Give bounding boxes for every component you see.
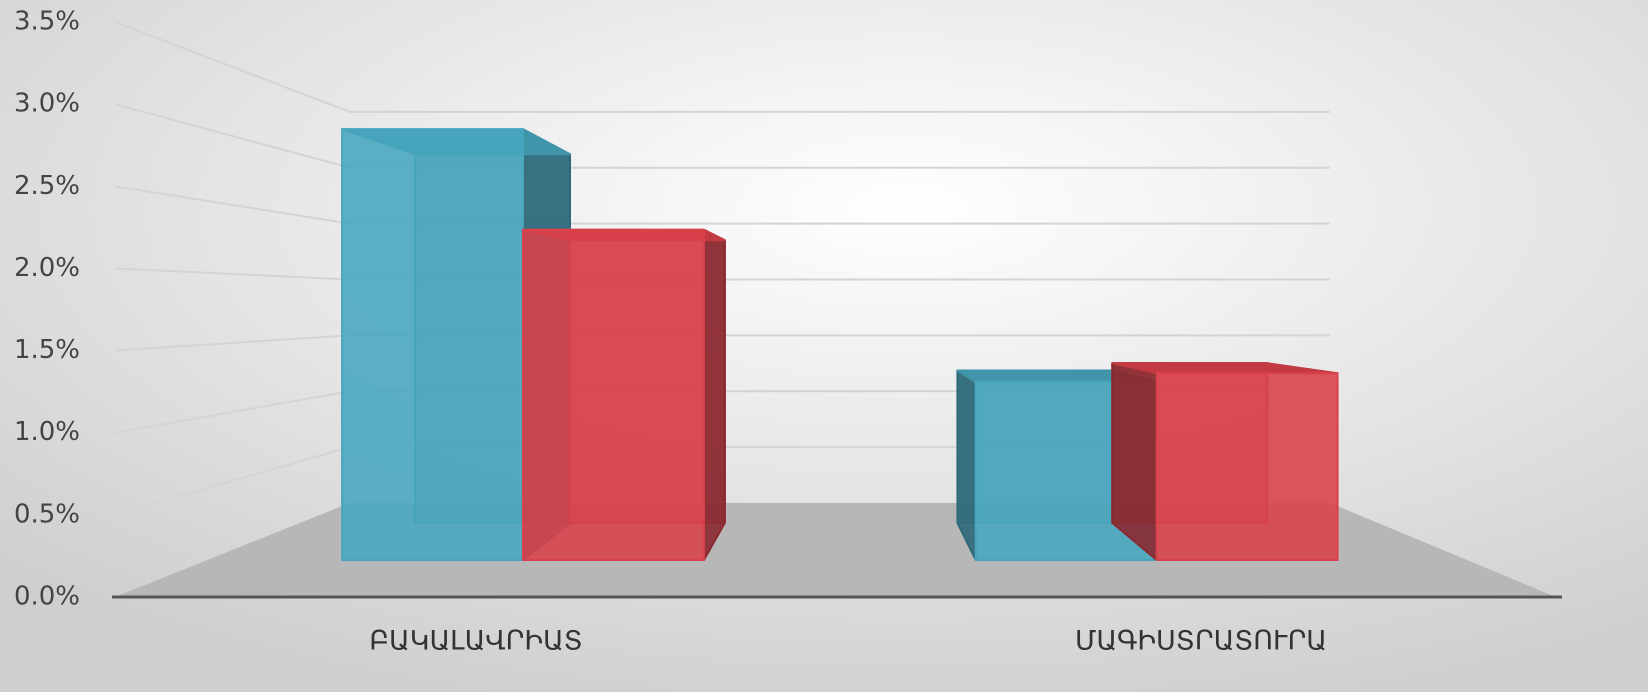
y-tick-label: 1.0% <box>14 417 80 447</box>
bar-front <box>341 128 524 561</box>
x-tick-label: ՄԱԳԻՍՏՐԱՏՈՒՐԱ <box>1075 626 1327 657</box>
y-tick-label: 0.0% <box>14 582 80 612</box>
bar-front <box>521 228 705 561</box>
grid-line <box>114 21 1330 113</box>
y-tick-label: 2.5% <box>14 171 80 201</box>
y-tick-label: 0.5% <box>14 499 80 529</box>
y-tick-label: 1.5% <box>14 335 80 365</box>
y-tick-label: 3.5% <box>14 7 80 37</box>
floor <box>115 502 1556 597</box>
bar-front <box>1155 372 1339 561</box>
bar-side <box>702 228 726 561</box>
x-tick-label: ԲԱԿԱԼԱՎՐԻԱՏ <box>369 626 582 657</box>
y-tick-label: 2.0% <box>14 253 80 283</box>
y-tick-label: 3.0% <box>14 89 80 119</box>
